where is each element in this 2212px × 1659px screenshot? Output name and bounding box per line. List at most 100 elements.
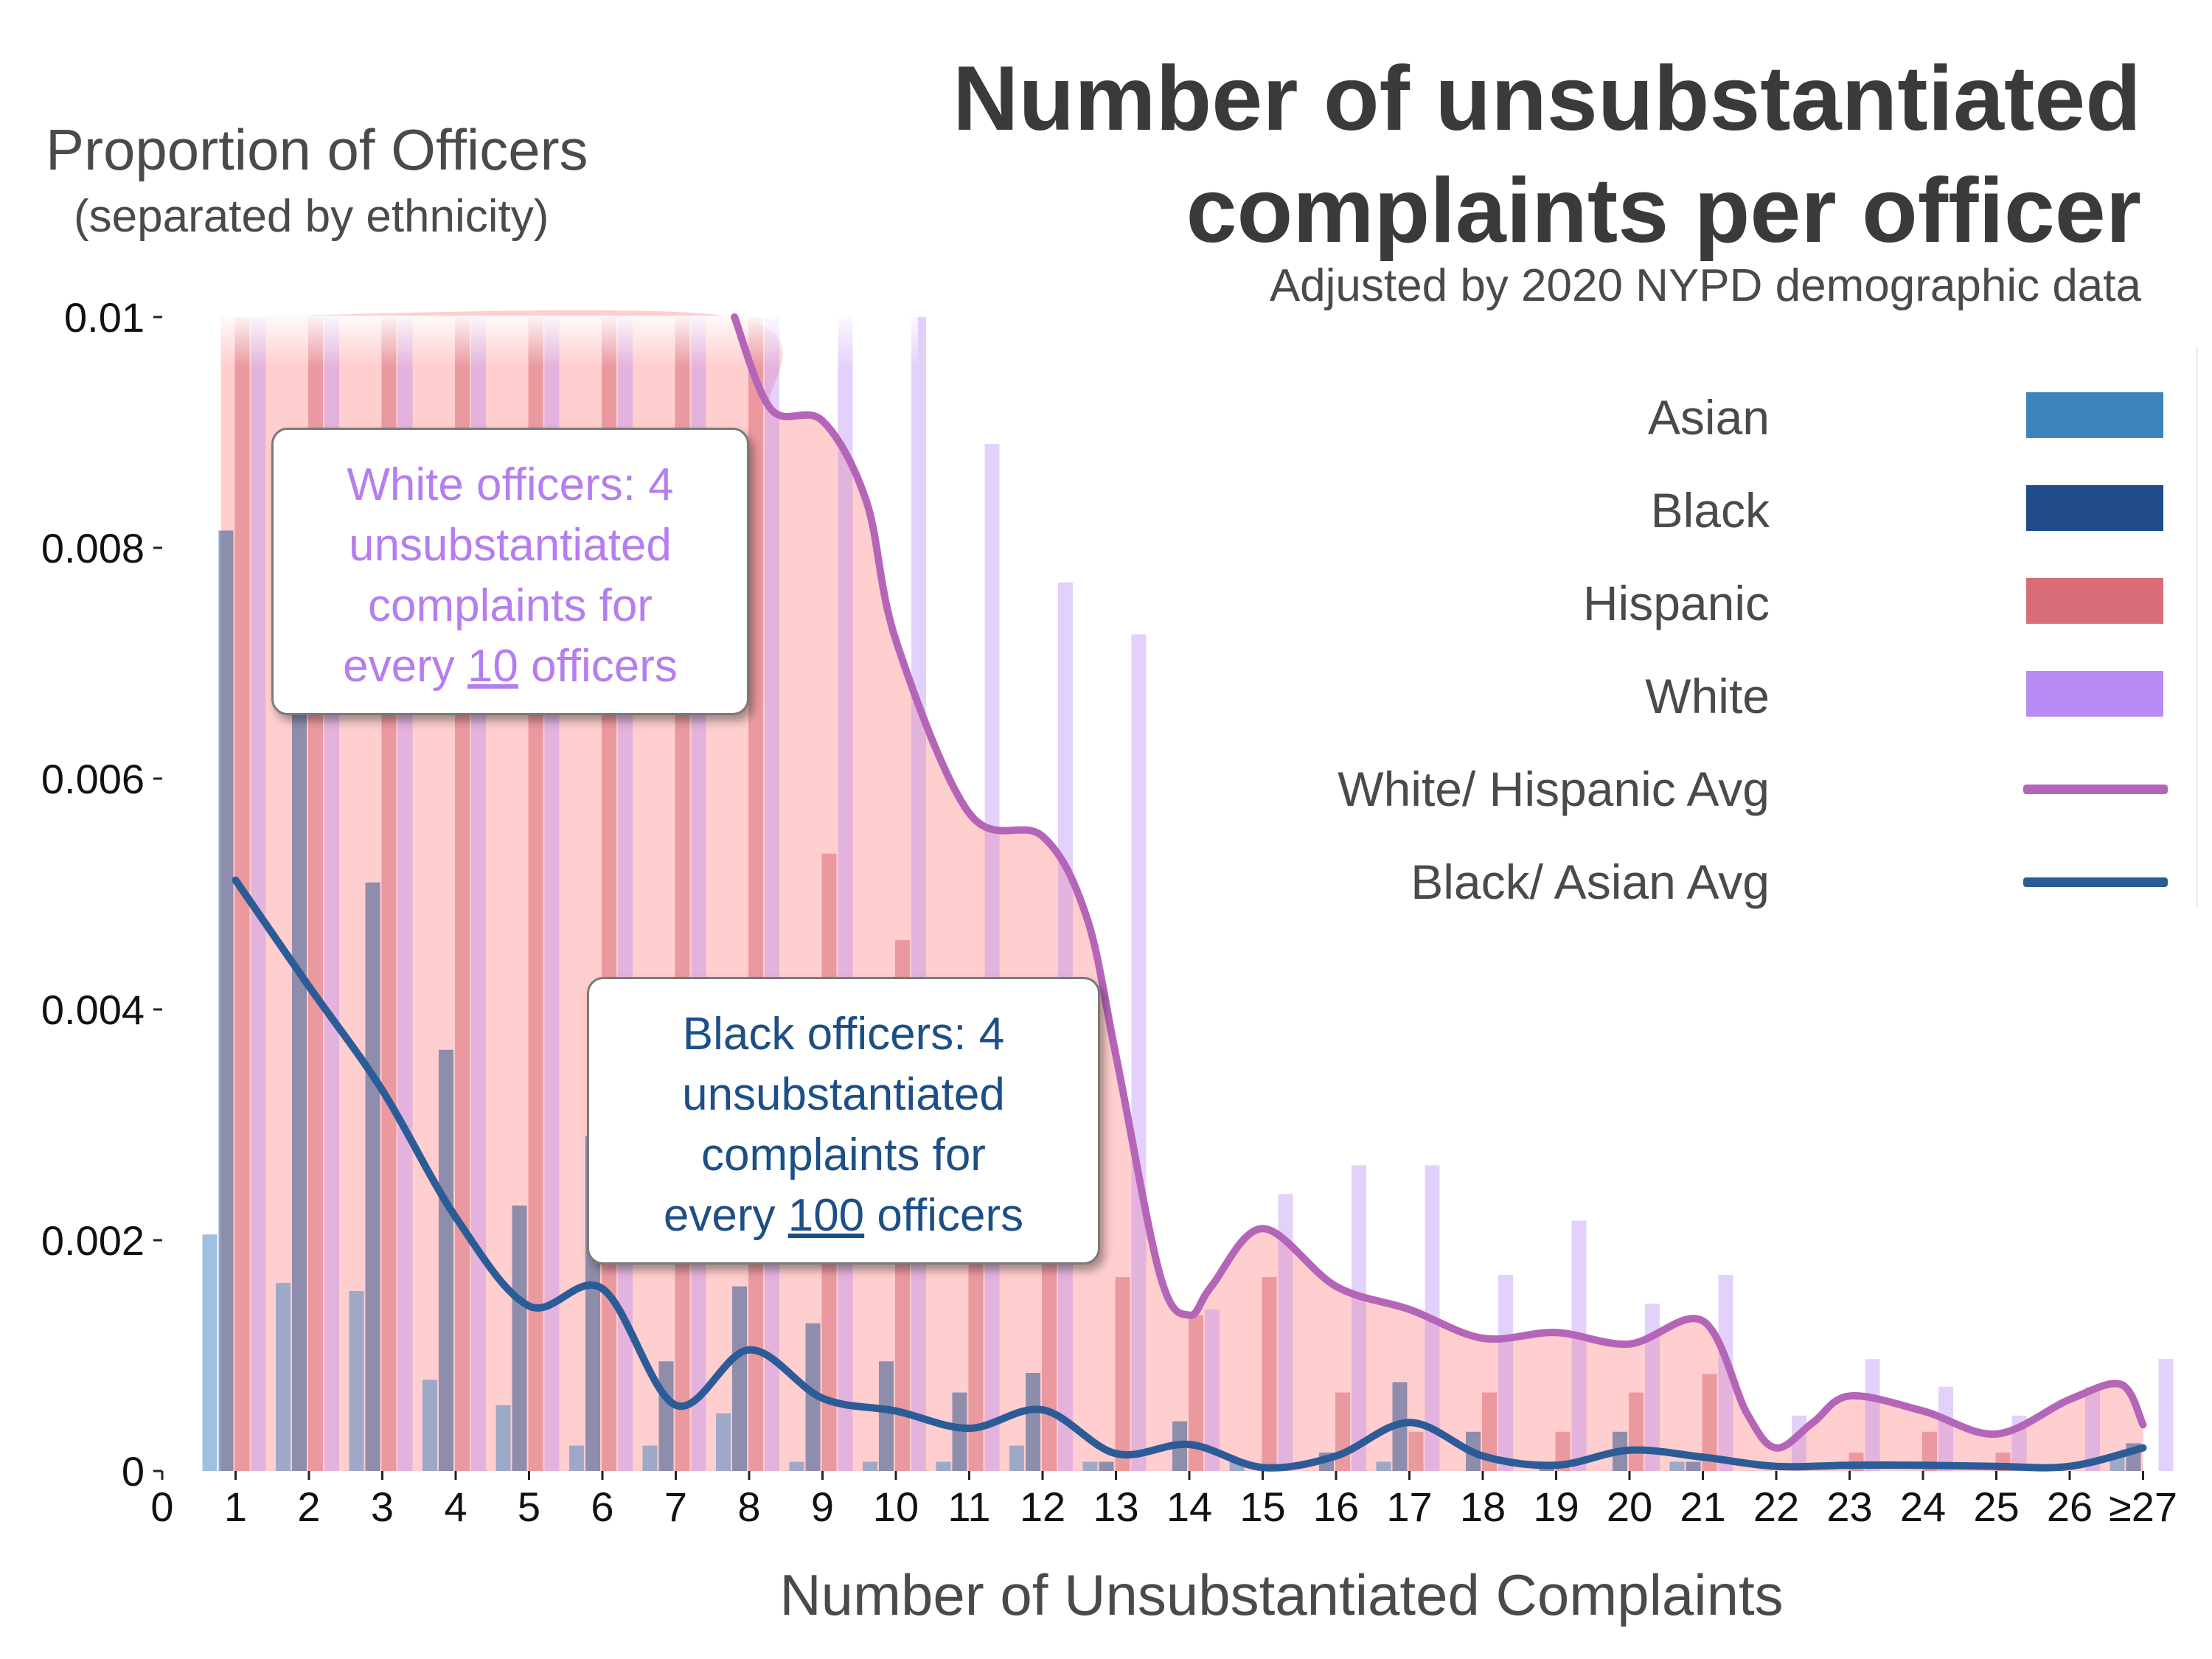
x-tick-label: 7 bbox=[664, 1484, 687, 1530]
x-tick-label: 21 bbox=[1680, 1484, 1725, 1530]
x-tick-label: 16 bbox=[1313, 1484, 1359, 1530]
callout-number: 100 bbox=[787, 1190, 865, 1241]
legend-label-hispanic: Hispanic bbox=[1582, 576, 1770, 630]
x-tick-label: 18 bbox=[1460, 1484, 1506, 1530]
bar-asian-9 bbox=[789, 1461, 804, 1471]
callout-line: every 10 officers bbox=[274, 636, 747, 697]
legend-swatch-white bbox=[2026, 671, 2163, 717]
bar-hispanic-24 bbox=[1922, 1431, 1937, 1471]
average-lines bbox=[232, 313, 2147, 1472]
bar-asian-5 bbox=[495, 1405, 511, 1471]
callout-text: every bbox=[663, 1190, 788, 1241]
bar-asian-12 bbox=[1009, 1445, 1024, 1471]
bar-asian-17 bbox=[1376, 1461, 1391, 1471]
bar-black-13 bbox=[1099, 1461, 1114, 1471]
bar-asian-4 bbox=[422, 1380, 437, 1471]
bar-white-≥27 bbox=[2158, 1359, 2174, 1471]
chart-title: Number of unsubstantiated complaints per… bbox=[953, 43, 2141, 267]
x-tick-label: 20 bbox=[1607, 1484, 1652, 1530]
callout-text: officers bbox=[518, 641, 678, 692]
legend-label-black: Black bbox=[1650, 483, 1770, 538]
chart-title-line-1: Number of unsubstantiated bbox=[952, 48, 2141, 150]
bar-white-1 bbox=[251, 317, 266, 1471]
bar-black-11 bbox=[952, 1392, 967, 1471]
bar-black-10 bbox=[879, 1361, 894, 1471]
bar-black-4 bbox=[439, 1049, 453, 1471]
x-tick-label: 22 bbox=[1753, 1484, 1799, 1530]
bar-black-21 bbox=[1686, 1461, 1701, 1471]
bar-white-20 bbox=[1645, 1304, 1660, 1471]
callout-line: unsubstantiated bbox=[682, 1069, 1005, 1120]
y-tick-label: 0.008 bbox=[41, 525, 145, 571]
bar-asian-1 bbox=[202, 1234, 218, 1471]
legend-line-black-asian-avg bbox=[2023, 877, 2168, 887]
callout-number: 10 bbox=[467, 641, 518, 692]
callout-line: complaints for bbox=[701, 1130, 986, 1180]
x-tick-label: 9 bbox=[811, 1484, 834, 1530]
bar-white-14 bbox=[1205, 1309, 1220, 1471]
x-tick-label: 4 bbox=[444, 1484, 467, 1530]
legend-label-white: White bbox=[1645, 669, 1770, 723]
y-axis-sublabel: (separated by ethnicity) bbox=[74, 191, 549, 242]
legend-line-white-hispanic-avg bbox=[2023, 785, 2168, 794]
x-tick-label: 17 bbox=[1386, 1484, 1432, 1530]
bar-asian-6 bbox=[569, 1445, 584, 1471]
bar-asian-10 bbox=[863, 1461, 877, 1471]
x-tick-label: ≥27 bbox=[2109, 1484, 2177, 1530]
bar-white-11 bbox=[984, 444, 1000, 1472]
x-tick-label: 10 bbox=[873, 1484, 919, 1530]
x-tick-label: 13 bbox=[1093, 1484, 1138, 1530]
bar-white-19 bbox=[1571, 1220, 1587, 1471]
bar-asian-8 bbox=[716, 1413, 731, 1472]
bar-black-5 bbox=[512, 1206, 527, 1471]
bar-hispanic-20 bbox=[1629, 1392, 1644, 1471]
y-tick-label: 0.006 bbox=[41, 756, 145, 802]
y-tick-label: 0.01 bbox=[64, 294, 145, 341]
x-tick-label: 0 bbox=[150, 1484, 173, 1530]
bar-white-24 bbox=[1938, 1386, 1953, 1471]
callout-text: every bbox=[343, 641, 467, 692]
legend-swatch-hispanic bbox=[2026, 578, 2163, 624]
bar-white-16 bbox=[1352, 1165, 1366, 1471]
chart-title-line-2: complaints per officer bbox=[1186, 160, 2141, 262]
bar-asian-3 bbox=[349, 1290, 364, 1471]
x-tick-label: 26 bbox=[2047, 1484, 2093, 1530]
x-tick-label: 25 bbox=[1973, 1484, 2019, 1530]
line-ba_avg bbox=[232, 876, 2147, 1472]
bar-asian-11 bbox=[936, 1461, 951, 1471]
bar-hispanic-18 bbox=[1482, 1392, 1497, 1471]
bar-white-21 bbox=[1718, 1275, 1733, 1471]
x-tick-label: 2 bbox=[297, 1484, 320, 1530]
bar-black-7 bbox=[658, 1361, 674, 1471]
bar-hispanic-8 bbox=[748, 317, 763, 1471]
chart-subtitle: Adjusted by 2020 NYPD demographic data bbox=[1269, 260, 2141, 311]
x-tick-label: 11 bbox=[947, 1484, 990, 1530]
callout-line: unsubstantiated bbox=[349, 520, 672, 571]
line-wh_avg bbox=[731, 313, 2147, 1452]
top-fade bbox=[220, 316, 918, 367]
white-officers-callout: White officers: 4 unsubstantiated compla… bbox=[271, 428, 749, 715]
legend-label-white-hispanic-avg: White/ Hispanic Avg bbox=[1338, 762, 1770, 816]
bar-white-23 bbox=[1865, 1359, 1880, 1471]
bar-white-13 bbox=[1131, 634, 1147, 1471]
legend-swatch-asian bbox=[2026, 392, 2163, 438]
x-tick-label: 14 bbox=[1166, 1484, 1212, 1530]
bar-black-1 bbox=[218, 530, 234, 1471]
callout-line: complaints for bbox=[368, 580, 653, 631]
bar-hispanic-21 bbox=[1702, 1374, 1717, 1471]
x-tick-label: 24 bbox=[1900, 1484, 1946, 1530]
bar-black-3 bbox=[365, 882, 380, 1471]
callout-line: every 100 officers bbox=[589, 1186, 1098, 1246]
bar-white-18 bbox=[1498, 1275, 1513, 1471]
black-officers-callout: Black officers: 4 unsubstantiated compla… bbox=[587, 977, 1100, 1265]
callout-line: Black officers: 4 bbox=[682, 1009, 1005, 1060]
bar-asian-2 bbox=[276, 1282, 291, 1471]
bar-hispanic-15 bbox=[1262, 1277, 1277, 1471]
bar-asian-7 bbox=[642, 1445, 658, 1471]
x-tick-label: 12 bbox=[1020, 1484, 1065, 1530]
x-tick-label: 15 bbox=[1239, 1484, 1285, 1530]
y-axis-label: Proportion of Officers bbox=[46, 117, 588, 182]
x-tick-label: 5 bbox=[518, 1484, 540, 1530]
x-tick-label: 8 bbox=[737, 1484, 760, 1530]
legend-label-black-asian-avg: Black/ Asian Avg bbox=[1411, 855, 1770, 909]
